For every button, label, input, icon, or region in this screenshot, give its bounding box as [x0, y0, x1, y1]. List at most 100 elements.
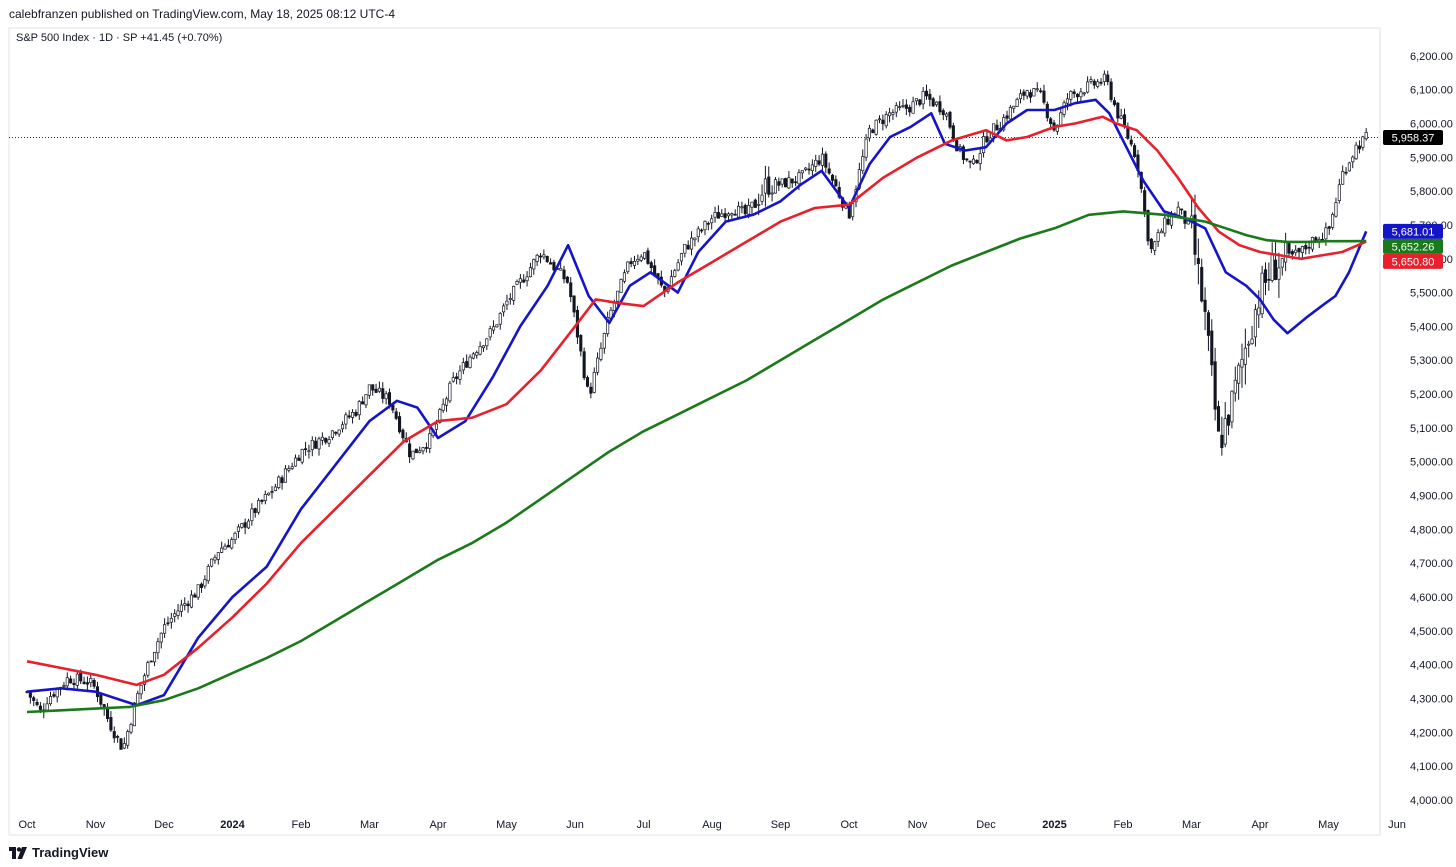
candle-body	[955, 140, 959, 152]
candle-body	[1263, 269, 1268, 283]
candle-body	[132, 702, 136, 727]
candle-body	[1337, 184, 1341, 201]
x-tick-label: Oct	[18, 819, 35, 831]
candle-body	[706, 222, 710, 225]
candle-body	[780, 178, 784, 185]
y-tick-label: 4,200.00	[1410, 727, 1453, 739]
y-tick-label: 6,000.00	[1410, 118, 1453, 130]
y-tick-label: 5,800.00	[1410, 186, 1453, 198]
candle-body	[1035, 88, 1039, 91]
candle-body	[1253, 309, 1257, 338]
candle-body	[226, 544, 230, 548]
candle-body	[89, 678, 93, 684]
candle-body	[1163, 217, 1167, 234]
candle-body	[1247, 343, 1251, 346]
candle-body	[636, 258, 640, 262]
candle-body	[898, 106, 902, 108]
candle-body	[122, 743, 126, 749]
candle-body	[569, 282, 573, 298]
x-tick-label: Jun	[1388, 819, 1406, 831]
candle-body	[512, 285, 516, 301]
candle-body	[136, 693, 140, 706]
candle-body	[730, 213, 734, 216]
candle-body	[528, 267, 532, 278]
candle-body	[894, 105, 898, 113]
candle-body	[475, 352, 479, 356]
candle-body	[351, 412, 355, 418]
candle-body	[424, 447, 428, 449]
candle-body	[619, 279, 623, 293]
candle-body	[35, 701, 39, 706]
candle-body	[626, 261, 630, 273]
candle-body	[602, 333, 606, 349]
candle-body	[978, 153, 982, 165]
candle-body	[1304, 245, 1308, 250]
candle-body	[253, 508, 257, 513]
candle-body	[1223, 418, 1227, 445]
candle-body	[549, 262, 553, 265]
candle-body	[1143, 190, 1147, 212]
candle-body	[673, 270, 677, 277]
candle-body	[458, 370, 462, 380]
candle-body	[1106, 74, 1110, 83]
candle-body	[565, 276, 569, 283]
candle-body	[411, 450, 415, 460]
candle-body	[152, 651, 157, 663]
candle-body	[99, 694, 103, 705]
candle-body	[1079, 91, 1083, 98]
x-tick-label: Nov	[86, 819, 106, 831]
candle-body	[159, 632, 163, 643]
candle-body	[293, 457, 298, 467]
candle-body	[75, 673, 79, 686]
candle-body	[210, 558, 214, 567]
candle-body	[173, 613, 177, 617]
candle-body	[263, 494, 267, 501]
candle-body	[864, 138, 868, 158]
candle-body	[277, 476, 281, 488]
last-price-tag	[1383, 130, 1443, 146]
candle-body	[1015, 99, 1019, 107]
y-tick-label: 5,000.00	[1410, 457, 1453, 469]
candle-body	[622, 272, 626, 282]
candle-body	[327, 439, 331, 444]
candle-body	[1206, 312, 1210, 336]
candle-body	[48, 696, 53, 705]
candle-body	[377, 387, 381, 392]
candle-body	[1039, 90, 1043, 93]
last-price-tag-label: 5,958.37	[1392, 133, 1435, 145]
candle-body	[710, 218, 714, 224]
x-tick-label: Dec	[976, 819, 996, 831]
candle-body	[1159, 230, 1163, 234]
candle-body	[965, 158, 969, 161]
candle-body	[243, 522, 247, 528]
candle-body	[911, 101, 915, 114]
candle-body	[330, 430, 334, 439]
candle-body	[535, 254, 539, 262]
candle-body	[206, 566, 210, 582]
candle-body	[498, 313, 502, 325]
candle-body	[491, 326, 496, 331]
candle-body	[596, 357, 600, 373]
candle-body	[280, 477, 284, 484]
candle-body	[1257, 307, 1261, 316]
candle-body	[834, 179, 838, 187]
candle-body	[908, 106, 912, 113]
candle-body	[723, 213, 727, 219]
candle-body	[1166, 218, 1170, 225]
candle-body	[347, 415, 351, 418]
candle-body	[418, 450, 422, 453]
ema-fast-line	[26, 98, 1368, 707]
candle-body	[32, 697, 36, 701]
candle-body	[1018, 93, 1023, 99]
candle-body	[250, 508, 254, 521]
candle-body	[800, 170, 804, 174]
candle-body	[471, 353, 475, 359]
candle-body	[830, 174, 835, 181]
candle-body	[649, 262, 653, 269]
candle-body	[770, 192, 774, 195]
candle-body	[616, 290, 620, 302]
candle-body	[62, 685, 66, 687]
candle-body	[700, 229, 704, 232]
candle-body	[669, 276, 673, 287]
